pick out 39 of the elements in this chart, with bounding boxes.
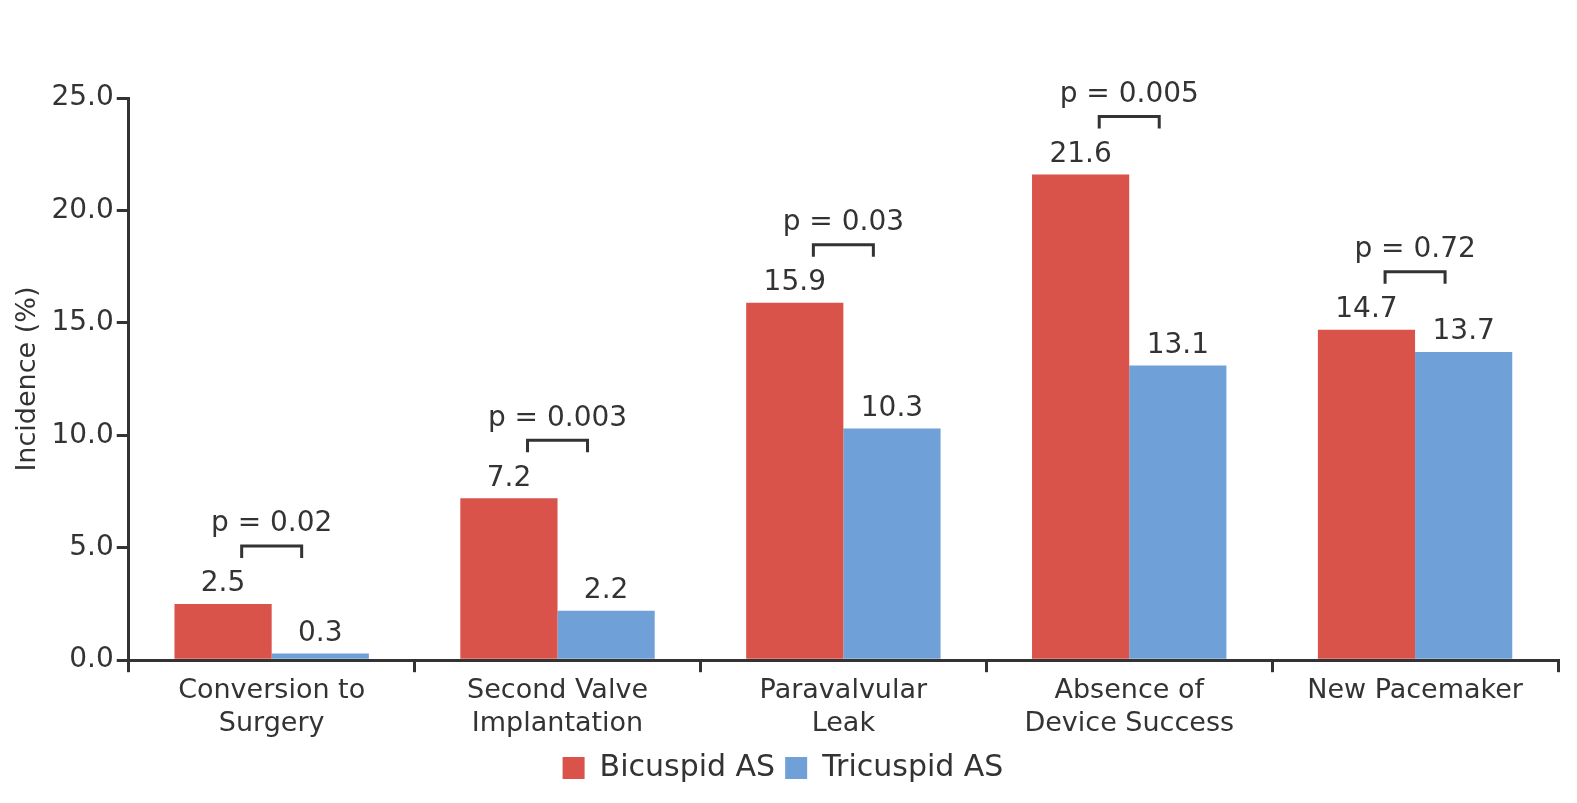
y-tick-label: 25.0 xyxy=(51,79,114,113)
x-tick-label: Absence of Device Success xyxy=(1024,673,1235,737)
data-label: 7.2 xyxy=(486,459,532,493)
data-label: 21.6 xyxy=(1049,135,1112,169)
y-tick-label: 15.0 xyxy=(51,304,114,338)
x-tick-label: Second Valve Implantation xyxy=(467,673,649,737)
data-label: 2.2 xyxy=(583,572,629,606)
y-tick-label: 20.0 xyxy=(51,191,114,225)
bar xyxy=(174,603,272,659)
legend-label: Bicuspid AS xyxy=(599,747,776,783)
annotation: p = 0.005 xyxy=(1059,75,1199,109)
y-tick-label: 5.0 xyxy=(69,529,114,563)
x-tick-label: Conversion to Surgery xyxy=(178,673,366,737)
bar xyxy=(1032,174,1130,659)
data-label: 13.7 xyxy=(1432,313,1495,347)
data-label: 2.5 xyxy=(200,565,246,599)
data-label: 14.7 xyxy=(1335,290,1398,324)
annotation: p = 0.72 xyxy=(1354,230,1476,264)
y-tick-label: 0.0 xyxy=(69,641,114,675)
y-axis-title: Incidence (%) xyxy=(10,286,42,472)
bar xyxy=(557,610,655,659)
annotation: p = 0.02 xyxy=(210,505,333,539)
legend-label: Tricuspid AS xyxy=(821,747,1004,783)
x-tick-label: Paravalvular Leak xyxy=(759,673,929,737)
annotation: p = 0.003 xyxy=(487,399,628,433)
bar xyxy=(746,302,844,659)
data-label: 13.1 xyxy=(1146,326,1209,360)
bar xyxy=(460,498,558,659)
data-label: 10.3 xyxy=(860,389,924,423)
annotation: p = 0.03 xyxy=(782,203,905,237)
data-label: 15.9 xyxy=(763,263,826,297)
x-tick-label: New Pacemaker xyxy=(1307,673,1524,705)
bar xyxy=(843,428,941,659)
bar xyxy=(1129,365,1227,659)
bar xyxy=(271,653,369,659)
data-label: 0.3 xyxy=(298,614,343,648)
bar xyxy=(1317,329,1416,659)
bar xyxy=(1415,352,1513,659)
y-tick-label: 10.0 xyxy=(51,416,114,450)
